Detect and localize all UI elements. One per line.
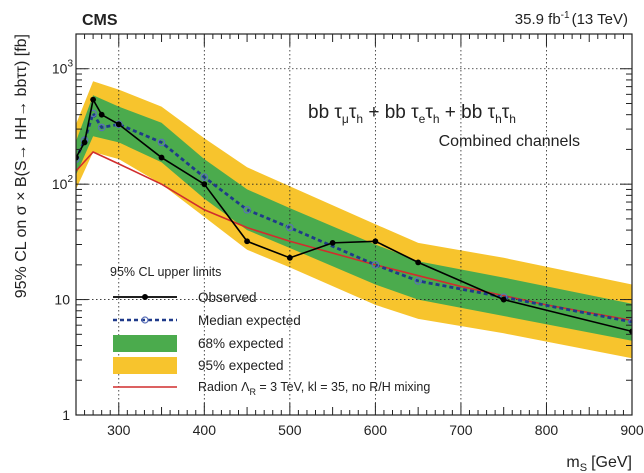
median-expected-point (114, 120, 123, 129)
observed-point (329, 239, 336, 246)
observed-point (500, 296, 507, 303)
median-expected-line (76, 110, 632, 324)
legend-observed-label: Observed (198, 290, 257, 305)
observed-point (76, 154, 79, 161)
legend-band68-label: 68% expected (198, 336, 284, 351)
plot-frame (75, 33, 633, 416)
y-axis-title: 95% CL on σ × B(S→ HH→ bbττ) [fb] (13, 34, 30, 298)
observed-point (244, 238, 250, 245)
observed-point (98, 111, 105, 118)
median-expected-point (414, 277, 422, 285)
median-expected-point (286, 223, 294, 232)
observed-point (158, 154, 165, 161)
observed-point (629, 328, 632, 335)
experiment-label: CMS (82, 12, 118, 29)
x-tick-label: 400 (193, 422, 217, 438)
observed-point (286, 254, 293, 261)
median-expected-point (97, 123, 106, 132)
band-68-expected (76, 95, 632, 341)
x-tick-label: 600 (364, 422, 388, 438)
observed-point (372, 238, 379, 245)
y-tick-label: 10 (54, 292, 70, 308)
observed-point (415, 259, 422, 266)
y-tick-label: 103 (52, 59, 74, 77)
bands-layer (76, 81, 632, 359)
legend-band95-label: 95% expected (198, 358, 284, 373)
legend-title: 95% CL upper limits (110, 265, 221, 279)
x-tick-label: 900 (620, 422, 644, 438)
ticks-layer: 300 400 500 600 700 800 900 1 10 102 103 (52, 33, 644, 438)
y-tick-label: 102 (52, 174, 74, 192)
observed-point (81, 139, 88, 146)
legend-median-label: Median expected (198, 313, 301, 328)
x-tick-label: 700 (449, 422, 473, 438)
legend-observed-marker (142, 294, 148, 300)
legend-band68-swatch (113, 335, 177, 352)
luminosity-label: 35.9 fb-1 (13 TeV) (515, 10, 628, 28)
channel-subtitle: Combined channels (439, 133, 580, 150)
legend: 95% CL upper limits Observed Median expe… (110, 265, 430, 397)
channel-title: bb τμτh + bb τeτh + bb τhτh (308, 102, 516, 126)
observed-point (90, 96, 97, 103)
x-tick-label: 300 (107, 422, 131, 438)
y-tick-label: 1 (62, 407, 70, 423)
median-expected-point (243, 205, 251, 214)
x-axis-title: mS [GeV] (566, 454, 632, 473)
legend-radion-label: Radion ΛR = 3 TeV, kl = 35, no R/H mixin… (198, 380, 430, 397)
observed-point (201, 181, 208, 188)
median-expected-point (200, 173, 209, 181)
observed-point (115, 121, 122, 128)
legend-median-marker (141, 316, 149, 324)
x-tick-label: 500 (278, 422, 302, 438)
legend-band95-swatch (113, 357, 177, 374)
x-tick-label: 800 (535, 422, 559, 438)
median-expected-point (157, 138, 166, 147)
median-expected-point (371, 261, 380, 269)
